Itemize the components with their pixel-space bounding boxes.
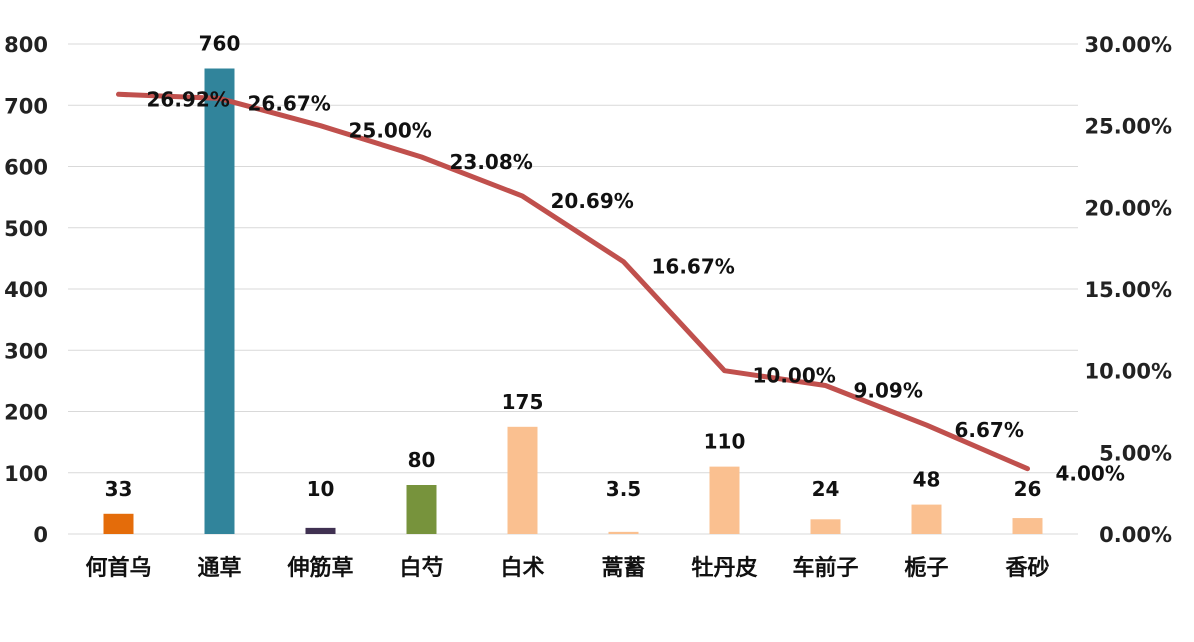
x-category-label: 蒿蓄 [601,556,645,581]
x-category-label: 栀子 [904,555,948,581]
x-category-label: 香砂 [1005,555,1049,581]
line-value-label: 23.08% [450,150,533,174]
bar-value-label: 26 [1014,477,1042,501]
y-left-tick-label: 500 [4,217,48,241]
x-category-label: 牡丹皮 [691,555,757,581]
y-left-tick-label: 800 [4,33,48,57]
y-right-tick-label: 5.00% [1099,441,1172,465]
y-left-tick-label: 700 [4,94,48,118]
line-value-label: 4.00% [1056,462,1125,486]
bar-value-label: 175 [502,390,544,414]
bar [507,426,538,534]
bar [103,513,134,534]
y-left-tick-label: 200 [4,401,48,425]
y-left-tick-label: 600 [4,156,48,180]
bar-value-label: 24 [812,477,840,501]
x-category-label: 车前子 [792,555,858,581]
x-category-label: 通草 [197,555,241,581]
bar-value-label: 3.5 [606,477,641,501]
bar-value-label: 48 [913,468,941,492]
line-value-label: 20.69% [551,189,634,213]
bar [406,485,437,534]
line-value-label: 6.67% [955,418,1024,442]
x-category-label: 伸筋草 [286,555,353,581]
y-left-tick-label: 100 [4,462,48,486]
bar [810,519,841,534]
x-category-label: 何首乌 [85,555,151,581]
x-category-label: 白术 [500,555,544,581]
y-left-tick-label: 300 [4,339,48,363]
bar [911,504,942,534]
bar [305,527,336,534]
bar-value-label: 110 [704,430,746,454]
x-category-label: 白芍 [399,555,443,581]
bar-value-label: 33 [105,477,133,501]
bar [709,466,740,534]
bar [1012,518,1043,534]
y-left-tick-label: 400 [4,278,48,302]
y-right-tick-label: 25.00% [1085,115,1172,139]
y-left-tick-label: 0 [33,523,48,547]
line-value-label: 25.00% [349,119,432,143]
bar [608,531,639,534]
bar-value-label: 80 [408,448,436,472]
line-value-label: 16.67% [652,255,735,279]
line-value-label: 26.67% [248,91,331,115]
percent-line [116,91,1030,472]
y-right-tick-label: 15.00% [1085,278,1172,302]
y-right-tick-label: 0.00% [1099,523,1172,547]
bar-value-label: 760 [199,32,241,56]
line-value-label: 10.00% [753,364,836,388]
bar-value-label: 10 [307,477,335,501]
line-value-label: 26.92% [147,87,230,111]
line-value-label: 9.09% [854,379,923,403]
y-right-tick-label: 20.00% [1085,196,1172,220]
y-right-tick-label: 10.00% [1085,360,1172,384]
y-right-tick-label: 30.00% [1085,33,1172,57]
bar [204,68,235,534]
